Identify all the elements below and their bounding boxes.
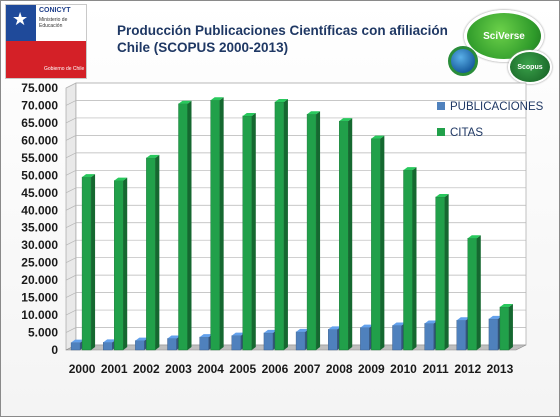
bar-citas bbox=[178, 100, 192, 351]
x-tick-label: 2005 bbox=[229, 362, 256, 376]
back-wall bbox=[75, 82, 527, 346]
logo-red-band bbox=[6, 41, 86, 78]
bar-citas bbox=[403, 167, 417, 351]
legend: PUBLICACIONES CITAS bbox=[437, 101, 544, 139]
bar-citas bbox=[435, 193, 449, 351]
x-tick-label: 2007 bbox=[294, 362, 321, 376]
x-tick-label: 2004 bbox=[197, 362, 224, 376]
y-tick-label: 40.000 bbox=[21, 203, 58, 217]
y-tick-label: 30.000 bbox=[21, 238, 58, 252]
y-tick-label: 50.000 bbox=[21, 168, 58, 182]
gridline bbox=[65, 117, 526, 124]
gridline bbox=[65, 100, 526, 106]
legend-label: PUBLICACIONES bbox=[450, 101, 544, 113]
bar-citas bbox=[114, 177, 128, 351]
bar-citas bbox=[306, 111, 321, 351]
y-tick-label: 10.000 bbox=[21, 308, 58, 322]
logo-footer: Gobierno de Chile bbox=[44, 66, 85, 72]
chart-title-line2: Chile (SCOPUS 2000-2013) bbox=[117, 40, 289, 55]
bar-citas bbox=[210, 97, 224, 351]
x-tick-label: 2009 bbox=[358, 362, 385, 376]
bar-citas bbox=[242, 112, 256, 351]
bar-citas bbox=[467, 235, 481, 351]
y-tick-label: 20.000 bbox=[21, 273, 58, 287]
x-tick-label: 2011 bbox=[423, 362, 449, 376]
y-tick-label: 60.000 bbox=[21, 133, 58, 147]
logo-blue-square bbox=[6, 5, 36, 41]
legend-item: CITAS bbox=[437, 127, 483, 139]
y-tick-label: 65.000 bbox=[21, 116, 58, 130]
bar-citas bbox=[81, 174, 96, 351]
x-tick-label: 2010 bbox=[390, 362, 417, 376]
x-tick-label: 2006 bbox=[262, 362, 289, 376]
star-icon: ★ bbox=[12, 9, 29, 29]
y-tick-label: 70.000 bbox=[21, 98, 58, 112]
scopus-badge: Scopus bbox=[508, 50, 552, 84]
legend-label: CITAS bbox=[450, 127, 483, 139]
y-tick-label: 0 bbox=[51, 343, 58, 357]
logo-subtitle: Ministerio de Educación bbox=[39, 17, 67, 29]
logo-subtitle-line2: Educación bbox=[39, 23, 63, 29]
x-tick-label: 2012 bbox=[454, 362, 481, 376]
legend-item: PUBLICACIONES bbox=[437, 101, 544, 113]
legend-swatch bbox=[437, 128, 445, 136]
x-tick-label: 2003 bbox=[165, 362, 192, 376]
x-axis-ticks: 2000 2001 2002 2003 2004 2005 2006 2007 2008 2009… bbox=[69, 362, 514, 376]
bar-citas bbox=[274, 98, 288, 351]
logo-org: CONICYT bbox=[39, 7, 71, 14]
conicyt-logo: ★ CONICYT Ministerio de Educación Gobier… bbox=[5, 4, 87, 79]
y-tick-label: 75.000 bbox=[21, 81, 58, 95]
y-tick-label: 5.000 bbox=[28, 326, 58, 340]
x-tick-label: 2001 bbox=[101, 362, 128, 376]
chart-title: Producción Publicaciones Científicas con… bbox=[117, 22, 448, 56]
bar-citas bbox=[499, 304, 513, 351]
logo-white-square bbox=[36, 5, 86, 41]
logo-subtitle-line1: Ministerio de bbox=[39, 17, 68, 23]
y-tick-label: 45.000 bbox=[21, 186, 58, 200]
chart-title-line1: Producción Publicaciones Científicas con… bbox=[117, 23, 448, 38]
gridline bbox=[65, 135, 526, 141]
y-tick-label: 55.000 bbox=[21, 151, 58, 165]
legend-swatch bbox=[437, 102, 445, 110]
y-tick-label: 25.000 bbox=[21, 256, 58, 270]
bar-citas bbox=[339, 118, 353, 351]
x-tick-label: 2000 bbox=[69, 362, 96, 376]
x-tick-label: 2013 bbox=[487, 362, 514, 376]
x-tick-label: 2002 bbox=[133, 362, 160, 376]
orb-icon bbox=[448, 46, 478, 76]
side-wall bbox=[65, 82, 77, 351]
y-axis-ticks: 0 5.000 10.000 15.000 20.000 25.000 30.000 35.0… bbox=[21, 81, 58, 357]
y-tick-label: 15.000 bbox=[21, 291, 58, 305]
bar-citas bbox=[371, 135, 385, 351]
gridline bbox=[65, 82, 526, 89]
y-tick-label: 35.000 bbox=[21, 221, 58, 235]
bar-citas bbox=[146, 154, 160, 351]
x-tick-label: 2008 bbox=[326, 362, 353, 376]
bars bbox=[70, 97, 513, 351]
